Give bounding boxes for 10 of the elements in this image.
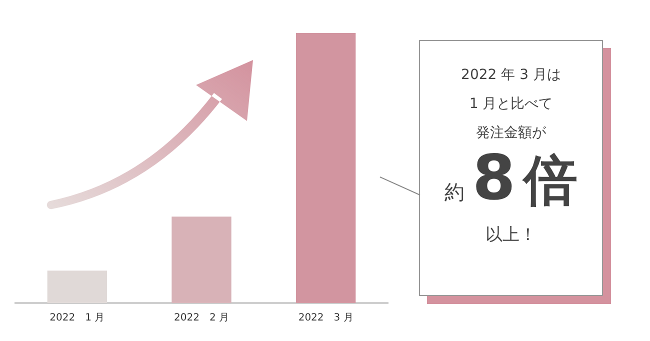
text: 発注金額が (476, 125, 546, 141)
x-tick-label: 2022 1 月 (50, 312, 105, 324)
text: 2022 年 3 月は (461, 67, 561, 83)
text: 倍 (524, 149, 578, 212)
x-tick-label: 2022 3 月 (298, 312, 354, 324)
x-tick-label: 2022 2 月 (174, 312, 229, 324)
text: 約 (444, 180, 464, 204)
text: 8 (472, 141, 516, 214)
text: 1 月と比べて (469, 96, 553, 112)
text: 以上！ (486, 225, 536, 245)
